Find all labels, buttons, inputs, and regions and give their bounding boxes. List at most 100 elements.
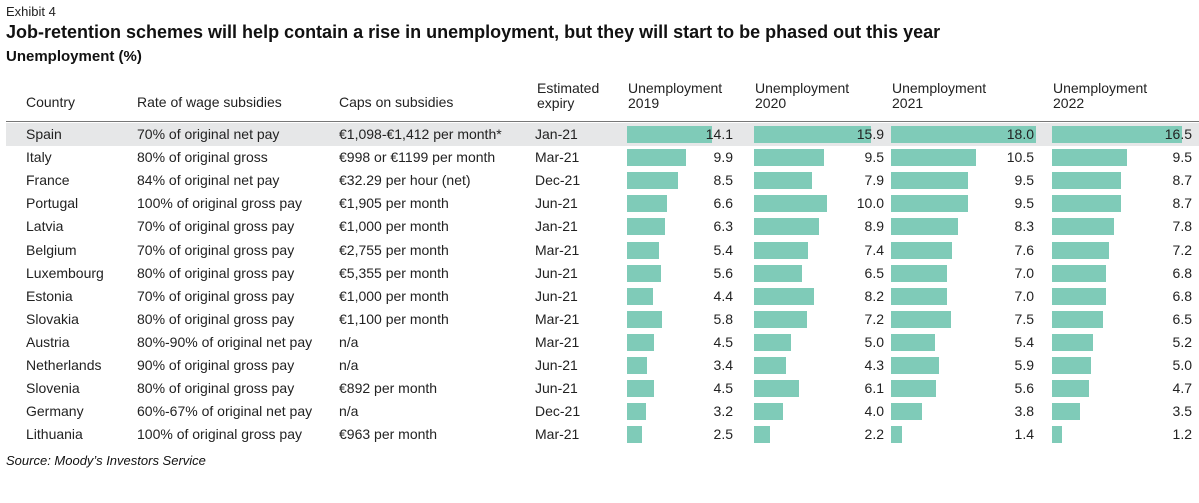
bar-u2019 (627, 241, 660, 259)
chart-title: Job-retention schemes will help contain … (6, 22, 941, 42)
row-country: Latvia (26, 218, 64, 235)
value-label-u2021: 7.6 (1014, 241, 1034, 258)
bar-u2020 (754, 403, 784, 421)
value-label-u2020: 4.3 (864, 357, 884, 373)
row-rate: 80% of original gross pay (137, 310, 295, 327)
value-label-u2020: 8.2 (864, 287, 884, 304)
header-expiry: Estimated expiry (537, 81, 677, 111)
bar-u2022 (1052, 241, 1109, 259)
row-expiry: Mar-21 (535, 149, 580, 166)
row-rate: 80% of original gross pay (137, 380, 295, 397)
bar-u2022 (1052, 195, 1121, 213)
bar-u2021 (891, 380, 937, 398)
bar-u2022 (1052, 310, 1104, 328)
header-u2021-line2: 2021 (892, 95, 924, 111)
row-rate: 70% of original gross pay (137, 287, 295, 304)
value-label-u2020: 8.9 (864, 218, 884, 235)
header-u2020-line2: 2020 (755, 95, 787, 111)
bar-u2021 (891, 426, 903, 444)
value-label-u2020: 6.1 (864, 380, 884, 397)
row-cap: €5,355 per month (339, 264, 449, 281)
row-cap: €1,905 per month (339, 195, 449, 212)
value-label-u2022: 7.8 (1172, 218, 1192, 235)
row-country: Spain (26, 126, 62, 142)
bar-u2019 (627, 426, 642, 444)
header-rate: Rate of wage subsidies (137, 94, 282, 110)
value-label-u2021: 9.5 (1014, 172, 1034, 189)
row-cap: €1,000 per month (339, 218, 449, 235)
row-country: Estonia (26, 287, 73, 304)
bar-u2020 (754, 287, 815, 305)
row-expiry: Jan-21 (535, 126, 578, 142)
value-label-u2021: 5.6 (1014, 380, 1034, 397)
table-row: Luxembourg 80% of original gross pay €5,35… (6, 262, 1199, 285)
header-caps: Caps on subsidies (339, 94, 454, 110)
row-cap: €963 per month (339, 426, 438, 443)
bar-u2022 (1052, 172, 1121, 190)
row-expiry: Jun-21 (535, 287, 578, 304)
bar-u2020 (754, 218, 820, 236)
value-label-u2022: 8.7 (1172, 195, 1192, 212)
value-label-u2019: 5.8 (713, 310, 733, 327)
row-rate: 84% of original net pay (137, 172, 280, 189)
row-country: Lithuania (26, 426, 83, 443)
value-label-u2021: 10.5 (1006, 149, 1034, 166)
row-rate: 90% of original gross pay (137, 357, 295, 373)
row-expiry: Jun-21 (535, 380, 578, 397)
row-cap: €1,098-€1,412 per month* (339, 126, 502, 142)
header-u2021-line1: Unemployment (892, 80, 987, 96)
value-label-u2020: 15.9 (856, 126, 884, 142)
bar-u2019 (627, 310, 662, 328)
row-rate: 60%-67% of original net pay (137, 403, 313, 420)
bar-u2020 (754, 264, 802, 282)
header-expiry-line1: Estimated (537, 80, 600, 96)
value-label-u2021: 18.0 (1006, 126, 1034, 142)
header-u2022-line2: 2022 (1053, 95, 1085, 111)
value-label-u2020: 2.2 (864, 426, 884, 443)
table-row: Portugal 100% of original gross pay €1,905… (6, 192, 1199, 215)
bar-u2019 (627, 357, 648, 374)
value-label-u2021: 7.0 (1014, 264, 1034, 281)
value-label-u2019: 5.4 (713, 241, 733, 258)
bar-u2020 (754, 241, 809, 259)
bar-u2020 (754, 426, 771, 444)
row-rate: 80% of original gross (137, 149, 268, 166)
header-u2020: Unemployment 2020 (755, 81, 895, 111)
bar-u2022 (1052, 333, 1093, 351)
bar-u2019 (627, 380, 654, 398)
value-label-u2019: 4.5 (713, 380, 733, 397)
header-country: Country (26, 94, 76, 110)
value-label-u2019: 9.9 (713, 149, 733, 166)
bar-u2021 (891, 264, 948, 282)
value-label-u2022: 5.0 (1172, 357, 1192, 373)
row-country: Germany (26, 403, 84, 420)
header-u2019-line1: Unemployment (628, 80, 723, 96)
value-label-u2020: 9.5 (864, 149, 884, 166)
row-country: France (26, 172, 70, 189)
value-label-u2020: 5.0 (864, 333, 884, 350)
row-cap: n/a (339, 357, 359, 373)
value-label-u2022: 6.8 (1172, 287, 1192, 304)
table-row: Slovenia 80% of original gross pay €892 pe… (6, 377, 1199, 400)
bar-u2022 (1052, 357, 1092, 374)
table-row: Latvia 70% of original gross pay €1,000 pe… (6, 215, 1199, 238)
row-expiry: Mar-21 (535, 426, 580, 443)
bar-u2022 (1052, 287, 1106, 305)
table-row: Germany 60%-67% of original net pay n/a Dec… (6, 400, 1199, 423)
source-note: Source: Moody’s Investors Service (6, 453, 206, 468)
bar-u2020 (754, 380, 799, 398)
row-cap: €2,755 per month (339, 241, 449, 258)
row-cap: €32.29 per hour (net) (339, 172, 471, 189)
value-label-u2021: 1.4 (1014, 426, 1034, 443)
value-label-u2022: 3.5 (1172, 403, 1192, 420)
bar-u2020 (754, 333, 791, 351)
bar-u2019 (627, 218, 665, 236)
header-u2019: Unemployment 2019 (628, 81, 768, 111)
bar-u2021 (891, 357, 939, 374)
bar-u2022 (1052, 426, 1062, 444)
header-u2022-line1: Unemployment (1053, 80, 1148, 96)
row-expiry: Mar-21 (535, 241, 580, 258)
value-label-u2022: 6.5 (1172, 310, 1192, 327)
table-row: Netherlands 90% of original gross pay n/a J… (6, 354, 1199, 377)
row-expiry: Jun-21 (535, 357, 578, 373)
